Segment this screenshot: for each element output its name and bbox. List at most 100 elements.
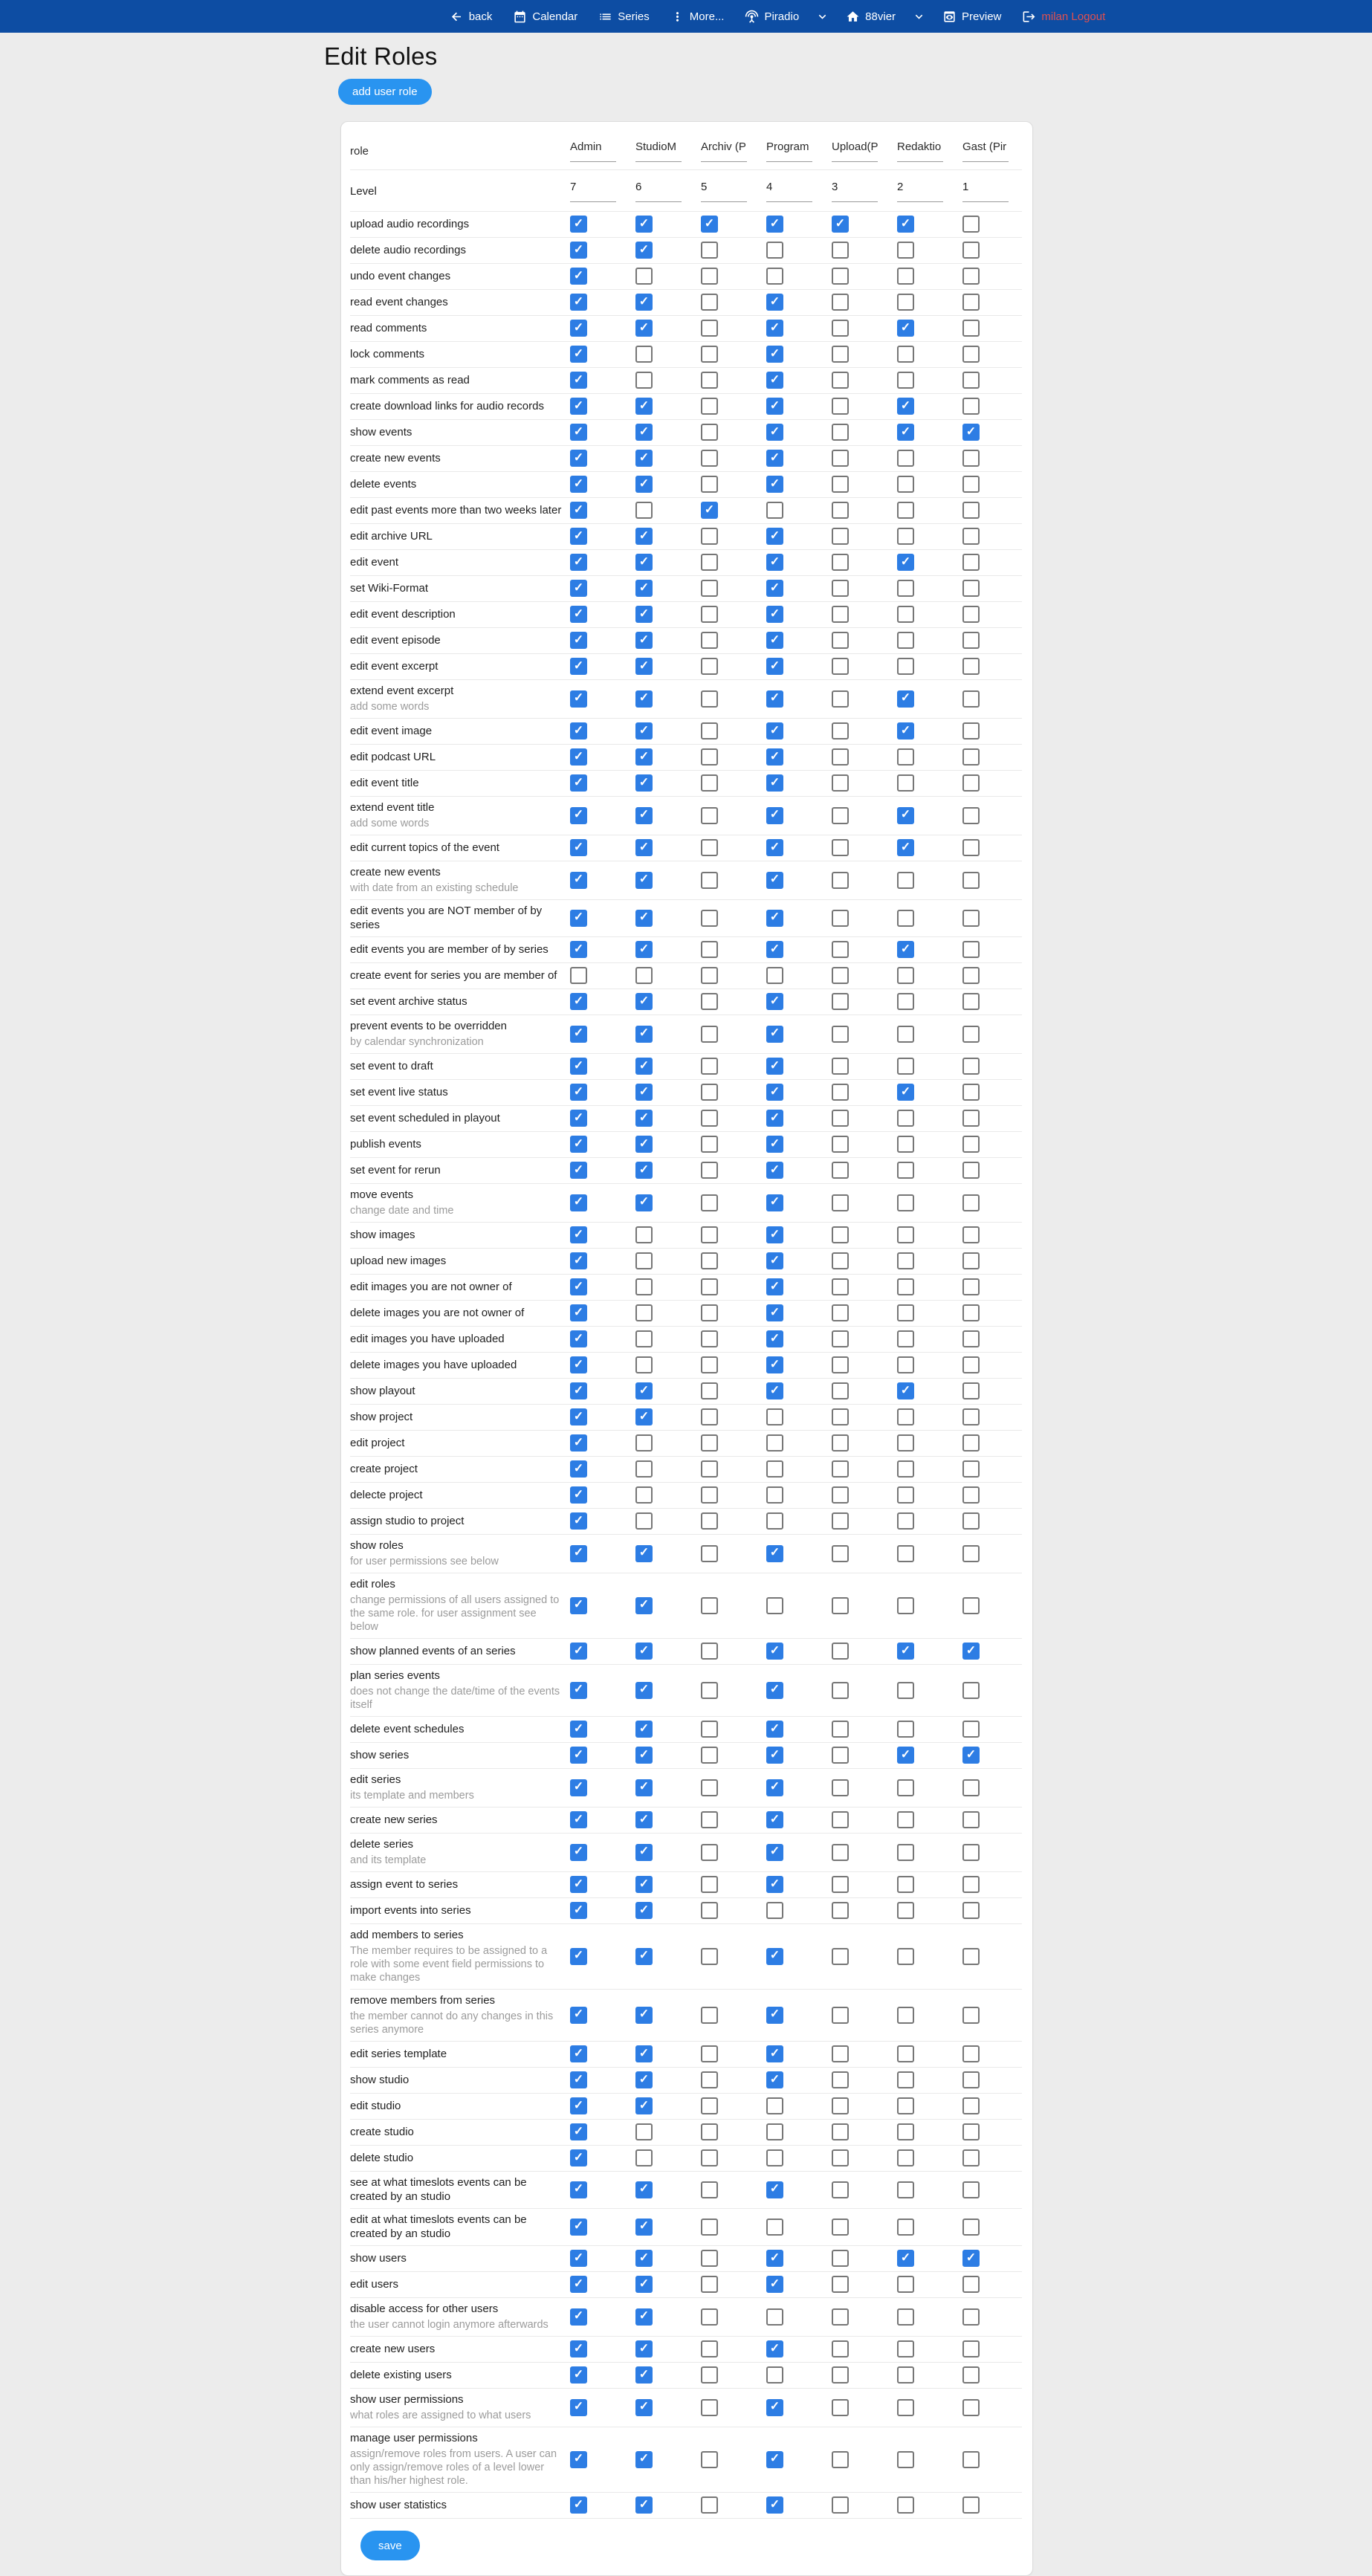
permission-checkbox[interactable]: ✓ [635,1947,653,1965]
permission-checkbox[interactable] [832,1408,849,1425]
permission-checkbox[interactable] [766,268,783,285]
permission-checkbox[interactable] [701,1162,718,1179]
permission-checkbox[interactable]: ✓ [897,1747,914,1764]
permission-checkbox[interactable] [962,722,980,740]
permission-checkbox[interactable]: ✓ [635,2045,653,2062]
permission-checkbox[interactable]: ✓ [635,1162,653,1179]
permission-checkbox[interactable] [832,806,849,824]
permission-checkbox[interactable]: ✓ [570,2123,587,2140]
permission-checkbox[interactable] [897,1330,914,1347]
permission-checkbox[interactable]: ✓ [635,2366,653,2384]
permission-checkbox[interactable]: ✓ [635,2340,653,2357]
permission-checkbox[interactable] [962,398,980,415]
permission-checkbox[interactable] [962,993,980,1010]
permission-checkbox[interactable]: ✓ [766,1252,783,1269]
permission-checkbox[interactable]: ✓ [766,2006,783,2024]
permission-checkbox[interactable]: ✓ [570,1843,587,1861]
permission-checkbox[interactable] [897,1512,914,1530]
permission-checkbox[interactable]: ✓ [897,722,914,740]
permission-checkbox[interactable] [701,450,718,467]
permission-checkbox[interactable]: ✓ [570,1947,587,1965]
permission-checkbox[interactable]: ✓ [766,1747,783,1764]
permission-checkbox[interactable]: ✓ [570,1330,587,1347]
permission-checkbox[interactable] [832,2181,849,2198]
permission-checkbox[interactable] [832,268,849,285]
permission-checkbox[interactable]: ✓ [766,216,783,233]
permission-checkbox[interactable] [832,606,849,623]
permission-checkbox[interactable] [701,1058,718,1075]
permission-checkbox[interactable]: ✓ [897,806,914,824]
permission-checkbox[interactable] [832,1721,849,1738]
permission-checkbox[interactable]: ✓ [570,1721,587,1738]
permission-checkbox[interactable] [832,1304,849,1321]
permission-checkbox[interactable]: ✓ [570,1162,587,1179]
permission-checkbox[interactable] [962,2450,980,2468]
permission-checkbox[interactable]: ✓ [570,424,587,441]
permission-checkbox[interactable]: ✓ [635,2218,653,2236]
permission-checkbox[interactable]: ✓ [570,2308,587,2326]
permission-checkbox[interactable]: ✓ [635,2250,653,2267]
level-input[interactable]: 1 [962,180,1028,202]
level-input[interactable]: 4 [766,180,832,202]
permission-checkbox[interactable] [897,2006,914,2024]
permission-checkbox[interactable] [897,1252,914,1269]
permission-checkbox[interactable]: ✓ [766,476,783,493]
permission-checkbox[interactable] [635,1330,653,1347]
permission-checkbox[interactable]: ✓ [570,748,587,766]
permission-checkbox[interactable] [832,1544,849,1562]
permission-checkbox[interactable]: ✓ [570,502,587,519]
permission-checkbox[interactable] [701,554,718,571]
permission-checkbox[interactable] [962,1194,980,1211]
permission-checkbox[interactable] [701,1084,718,1101]
permission-checkbox[interactable] [635,1278,653,1295]
permission-checkbox[interactable] [962,2097,980,2114]
permission-checkbox[interactable] [962,1408,980,1425]
permission-checkbox[interactable] [701,909,718,927]
permission-checkbox[interactable]: ✓ [766,1544,783,1562]
permission-checkbox[interactable] [701,398,718,415]
permission-checkbox[interactable] [832,476,849,493]
role-name-input[interactable]: Archiv (P [701,140,766,162]
permission-checkbox[interactable]: ✓ [570,2450,587,2468]
permission-checkbox[interactable]: ✓ [635,398,653,415]
permission-checkbox[interactable] [832,2097,849,2114]
permission-checkbox[interactable] [832,502,849,519]
permission-checkbox[interactable] [832,1278,849,1295]
permission-checkbox[interactable] [832,2250,849,2267]
permission-checkbox[interactable] [897,1356,914,1373]
permission-checkbox[interactable] [701,2123,718,2140]
permission-checkbox[interactable] [962,1876,980,1893]
permission-checkbox[interactable] [701,690,718,708]
permission-checkbox[interactable] [701,1278,718,1295]
permission-checkbox[interactable] [962,450,980,467]
permission-checkbox[interactable] [832,1681,849,1699]
permission-checkbox[interactable]: ✓ [635,909,653,927]
permission-checkbox[interactable] [832,1596,849,1614]
permission-checkbox[interactable]: ✓ [897,1084,914,1101]
permission-checkbox[interactable]: ✓ [635,294,653,311]
permission-checkbox[interactable]: ✓ [766,909,783,927]
permission-checkbox[interactable] [897,450,914,467]
permission-checkbox[interactable]: ✓ [635,806,653,824]
permission-checkbox[interactable] [962,1843,980,1861]
permission-checkbox[interactable] [897,871,914,889]
permission-checkbox[interactable]: ✓ [570,1747,587,1764]
permission-checkbox[interactable]: ✓ [570,2218,587,2236]
permission-checkbox[interactable]: ✓ [570,1902,587,1919]
permission-checkbox[interactable]: ✓ [570,690,587,708]
permission-checkbox[interactable]: ✓ [635,554,653,571]
permission-checkbox[interactable] [701,2181,718,2198]
permission-checkbox[interactable]: ✓ [766,806,783,824]
permission-checkbox[interactable] [635,1434,653,1452]
permission-checkbox[interactable] [701,242,718,259]
permission-checkbox[interactable] [962,2276,980,2293]
permission-checkbox[interactable]: ✓ [635,2496,653,2514]
permission-checkbox[interactable] [832,1876,849,1893]
permission-checkbox[interactable]: ✓ [635,606,653,623]
permission-checkbox[interactable]: ✓ [570,1596,587,1614]
permission-checkbox[interactable]: ✓ [766,1136,783,1153]
permission-checkbox[interactable] [832,580,849,597]
permission-checkbox[interactable]: ✓ [570,1304,587,1321]
permission-checkbox[interactable] [832,346,849,363]
permission-checkbox[interactable]: ✓ [635,690,653,708]
